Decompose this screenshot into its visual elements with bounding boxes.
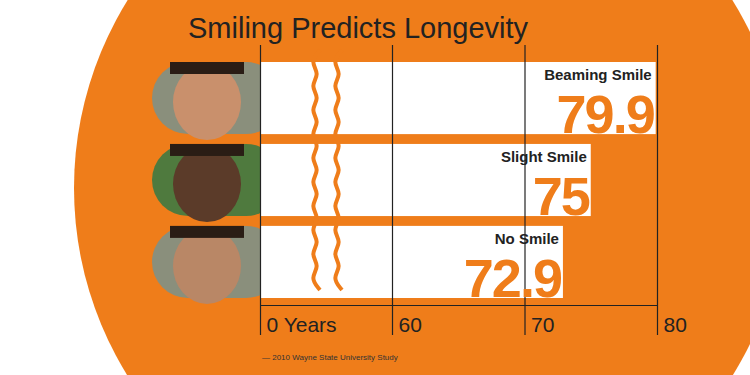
tick: 0 Years <box>261 45 337 336</box>
source-note: — 2010 Wayne State University Study <box>262 353 398 362</box>
background-shape <box>74 0 750 375</box>
tick: 60 <box>393 45 422 336</box>
tick-label: 70 <box>531 313 554 336</box>
labels: Beaming Smile Slight Smile No Smile 79.9 75 7… <box>464 66 655 308</box>
photo-hair <box>170 62 244 74</box>
axis-break <box>335 50 342 290</box>
title: Smiling Predicts Longevity <box>188 12 529 44</box>
grid-line <box>657 45 658 335</box>
axis-break <box>313 50 320 290</box>
chart: Smiling Predicts Longevity 0 Years 60 70 80 B… <box>0 0 750 375</box>
x-axis: 0 Years 60 70 80 <box>261 45 687 336</box>
photo-hair <box>170 144 244 156</box>
photo-face <box>173 146 241 222</box>
category-label: Beaming Smile <box>544 66 652 83</box>
axis-line <box>261 305 658 306</box>
data-label: 75 <box>533 166 590 226</box>
photo-face <box>173 228 241 304</box>
bars <box>260 62 656 298</box>
grid-line <box>260 45 261 335</box>
tick-label: 0 Years <box>267 313 337 336</box>
tick-label: 80 <box>664 313 687 336</box>
category-label: Slight Smile <box>501 148 587 165</box>
category-label: No Smile <box>495 230 559 247</box>
tick-label: 60 <box>399 313 422 336</box>
tick: 80 <box>658 45 687 336</box>
photo-face <box>173 64 241 140</box>
data-label: 79.9 <box>557 84 655 144</box>
grid-line <box>392 45 393 335</box>
photo-hair <box>170 226 244 238</box>
data-label: 72.9 <box>464 248 562 308</box>
